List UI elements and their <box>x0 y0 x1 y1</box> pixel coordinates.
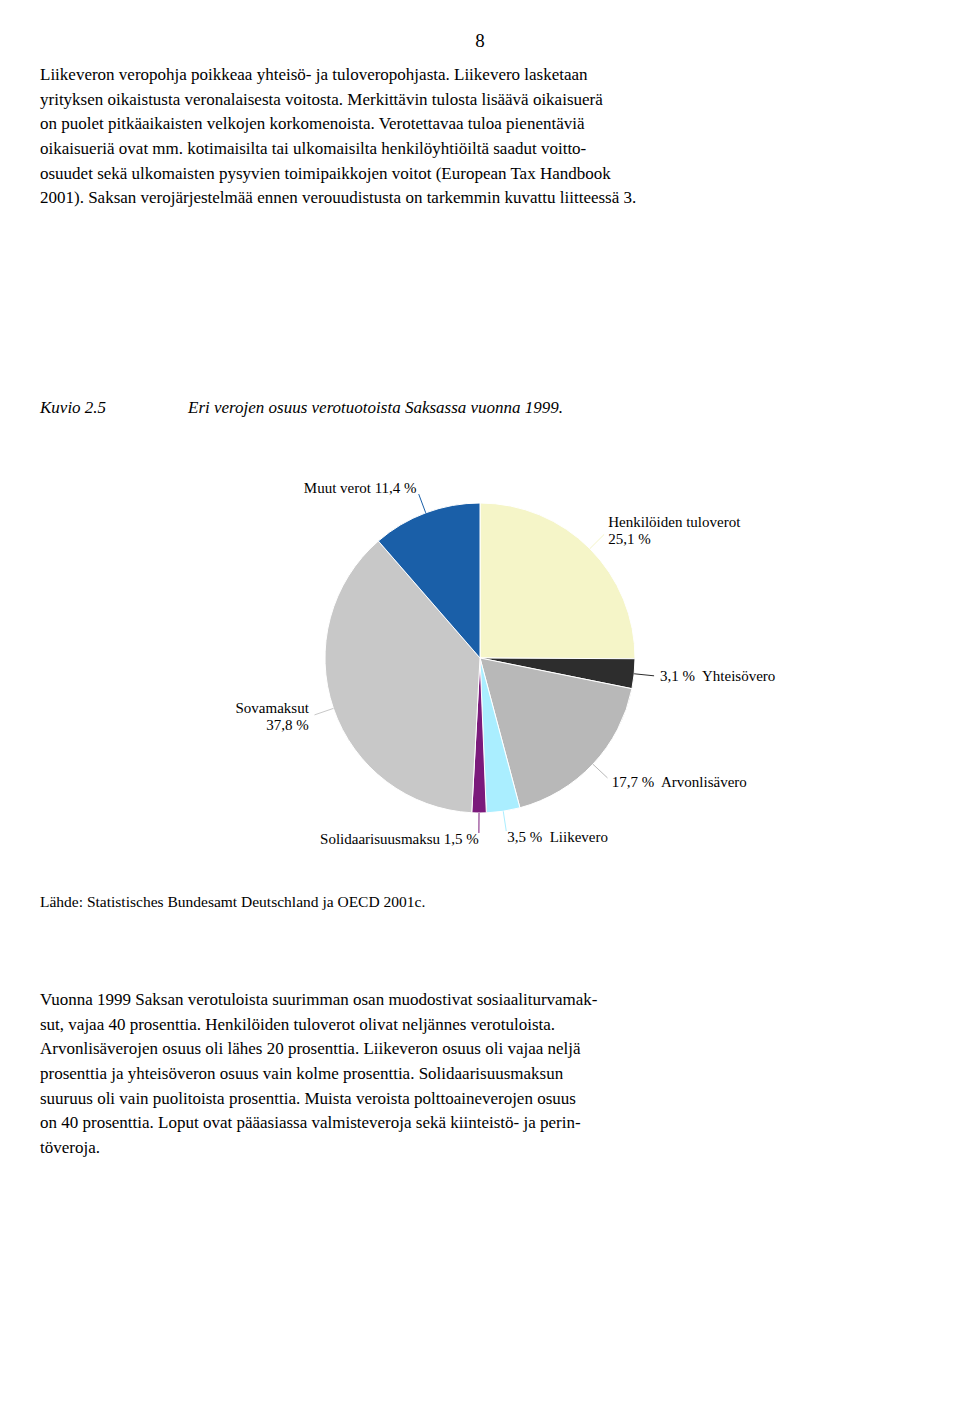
svg-text:Henkilöiden tuloverot25,1 %: Henkilöiden tuloverot25,1 % <box>608 514 741 547</box>
html-text:Eri verojen osuus verotuotoist: Eri verojen osuus verotuotoista Saksassa… <box>188 398 564 417</box>
html-text:Liikeveron veropohja poikkeaa: Liikeveron veropohja poikkeaa yhteisö- j… <box>40 65 588 84</box>
html-text:suuruus oli vain puolitoista p: suuruus oli vain puolitoista prosenttia.… <box>40 1088 576 1108</box>
html-text:on 40 prosenttia. Loput ovat p: on 40 prosenttia. Loput ovat pääasiassa … <box>40 1113 581 1133</box>
svg-text:3,1 % Yhteisövero: 3,1 % Yhteisövero <box>660 668 775 684</box>
html-text:on puolet pitkäaikaisten velko: on puolet pitkäaikaisten velkojen korkom… <box>40 114 585 134</box>
svg-text:Sovamaksut37,8 %: Sovamaksut37,8 % <box>235 700 309 733</box>
html-text:Lähde: Statistisches Bundesamt: Lähde: Statistisches Bundesamt Deutschla… <box>40 893 426 910</box>
html-text:8: 8 <box>475 30 485 51</box>
html-text:Vuonna 1999 Saksan verotuloist: Vuonna 1999 Saksan verotuloista suurimma… <box>40 990 598 1009</box>
html-text:osuudet sekä ulkomaisten pysyv: osuudet sekä ulkomaisten pysyvien toimip… <box>40 163 611 183</box>
html-text:oikaisueriä ovat mm. kotimaisi: oikaisueriä ovat mm. kotimaisilta tai ul… <box>40 138 587 158</box>
svg-text:17,7 % Arvonlisävero: 17,7 % Arvonlisävero <box>612 774 747 790</box>
html-text:yrityksen oikaistusta veronala: yrityksen oikaistusta veronalaisesta voi… <box>40 89 603 109</box>
svg-text:Muut verot 11,4 %: Muut verot 11,4 % <box>304 480 417 496</box>
html-text:töveroja.: töveroja. <box>40 1137 100 1157</box>
svg-text:Solidaarisuusmaksu 1,5 %: Solidaarisuusmaksu 1,5 % <box>320 831 479 847</box>
html-text:sut, vajaa 40 prosenttia. Henk: sut, vajaa 40 prosenttia. Henkilöiden tu… <box>40 1014 556 1034</box>
html-text:2001). Saksan verojärjestelmää: 2001). Saksan verojärjestelmää ennen ver… <box>40 188 637 208</box>
svg-text:3,5 % Liikevero: 3,5 % Liikevero <box>507 829 608 845</box>
html-text:Kuvio 2.5: Kuvio 2.5 <box>40 398 107 417</box>
html-text:prosenttia ja yhteisöveron osu: prosenttia ja yhteisöveron osuus vain ko… <box>40 1063 564 1083</box>
html-text:Arvonlisäverojen osuus oli läh: Arvonlisäverojen osuus oli lähes 20 pros… <box>40 1039 581 1059</box>
